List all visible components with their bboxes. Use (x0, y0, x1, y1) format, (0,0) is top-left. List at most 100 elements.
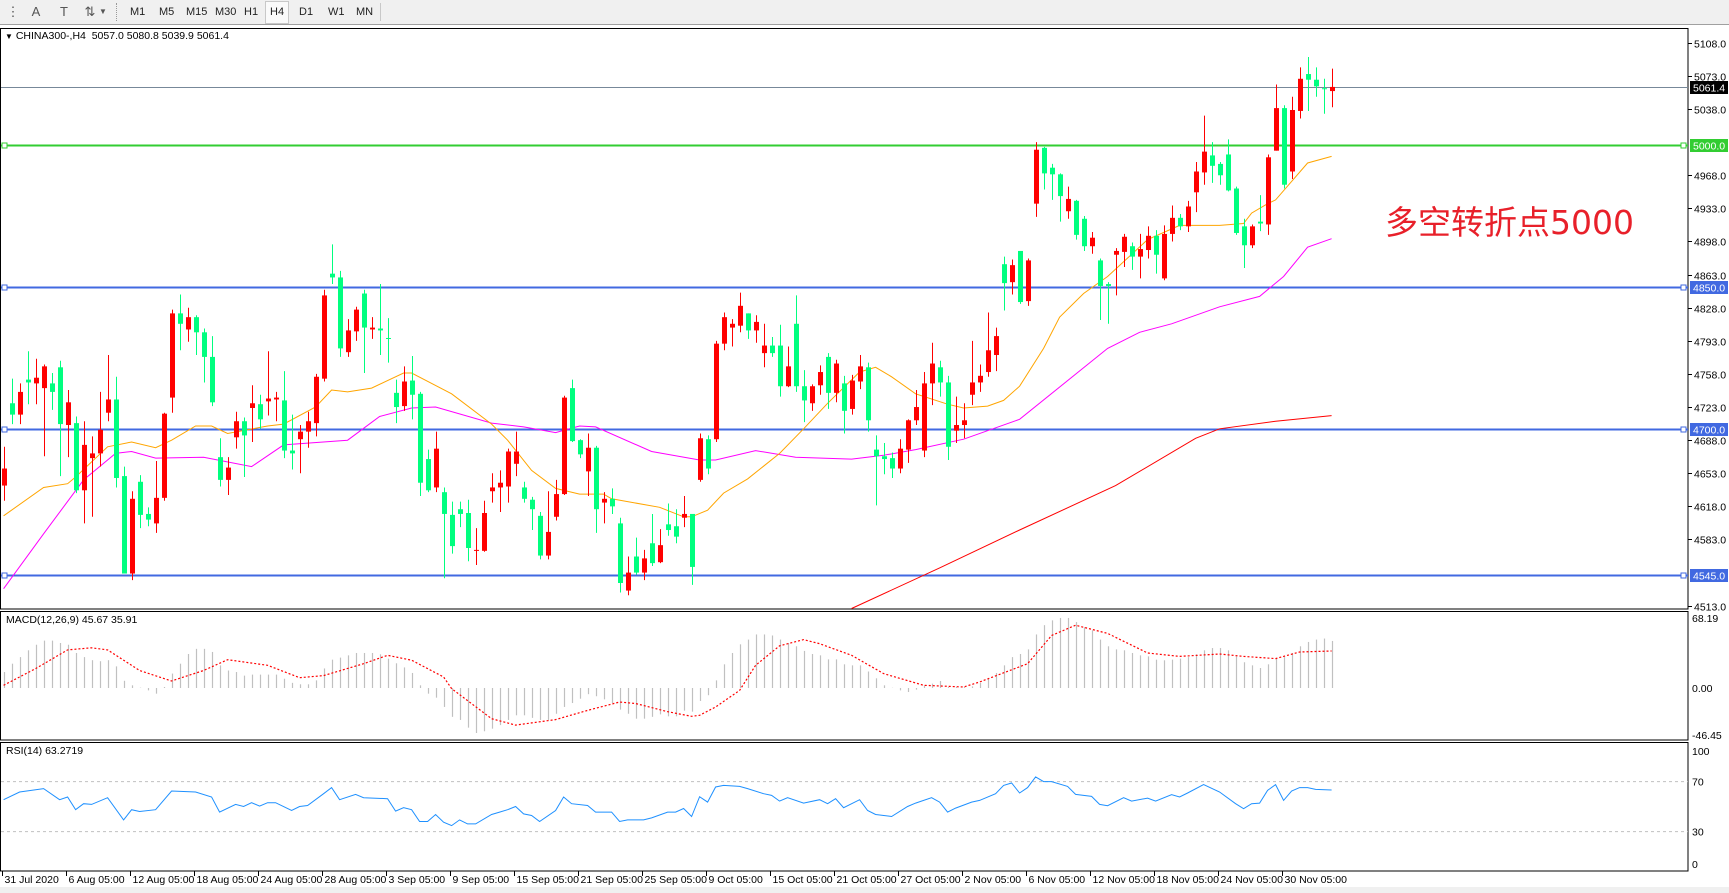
candle-bearish (1074, 200, 1079, 235)
candle-bullish (1250, 226, 1255, 246)
timeframe-h4[interactable]: H4 (265, 1, 290, 24)
candle-bullish (498, 482, 503, 488)
candle-bearish (58, 367, 63, 425)
candle-bullish (306, 421, 311, 432)
candle-bullish (2, 468, 7, 486)
candle-bullish (514, 451, 519, 464)
price-tick-label: 4583.0 (1694, 535, 1726, 547)
time-label: 24 Nov 05:00 (1221, 874, 1284, 886)
time-label: 18 Nov 05:00 (1157, 874, 1220, 886)
rsi-axis-label: 100 (1692, 746, 1710, 758)
candle-bullish (698, 438, 703, 480)
text-label-icon[interactable]: A (31, 4, 41, 19)
candle-bullish (682, 513, 687, 518)
candle-bearish (378, 328, 383, 331)
candle-bullish (106, 399, 111, 413)
chevron-down-icon[interactable]: ▼ (99, 7, 107, 16)
candle-bullish (274, 397, 279, 400)
price-tick-label: 4618.0 (1694, 502, 1726, 514)
time-label: 31 Jul 2020 (5, 874, 59, 886)
candle-bearish (522, 487, 527, 499)
candle-bullish (818, 372, 823, 386)
candle-bearish (138, 481, 143, 515)
candle-bullish (226, 467, 231, 480)
candle-bearish (1002, 264, 1007, 284)
candle-bearish (218, 457, 223, 480)
candle-bullish (554, 494, 559, 517)
arrows-icon[interactable]: ⇅ (84, 4, 96, 19)
candle-bearish (1050, 167, 1055, 175)
candle-bullish (1162, 233, 1167, 279)
time-label: 15 Oct 05:00 (773, 874, 833, 886)
time-label: 18 Aug 05:00 (197, 874, 259, 886)
timeframe-m30[interactable]: M30 (215, 6, 237, 18)
price-tick-label: 4933.0 (1694, 204, 1726, 216)
time-label: 27 Oct 05:00 (901, 874, 961, 886)
candle-bullish (722, 317, 727, 344)
line-handle-right (1680, 572, 1687, 579)
macd-axis-label: 68.19 (1692, 613, 1718, 625)
candle-bullish (346, 330, 351, 353)
candle-bearish (26, 379, 31, 383)
main-pane[interactable] (0, 28, 1689, 610)
time-label: 3 Sep 05:00 (389, 874, 446, 886)
timeframe-h1[interactable]: H1 (244, 6, 259, 18)
macd-signal-line (3, 624, 1332, 726)
candle-bearish (634, 556, 639, 573)
candle-bullish (986, 350, 991, 373)
candle-bullish (714, 343, 719, 440)
candle-bearish (194, 317, 199, 333)
price-tick-label: 4758.0 (1694, 370, 1726, 382)
timeframe-m1[interactable]: M1 (130, 6, 146, 18)
candle-bearish (394, 392, 399, 408)
window-bottom-edge (0, 887, 1729, 893)
price-label-4700.0: 4700.0 (1693, 425, 1725, 437)
candle-bearish (10, 403, 15, 415)
candle-bullish (506, 451, 511, 487)
price-tick-label: 4723.0 (1694, 403, 1726, 415)
rsi-pane[interactable] (0, 742, 1689, 872)
time-label: 2 Nov 05:00 (965, 874, 1022, 886)
period-separators-icon[interactable]: ⋮ (6, 4, 20, 19)
candle-bearish (330, 273, 335, 278)
candle-bullish (354, 309, 359, 332)
time-label: 9 Sep 05:00 (453, 874, 510, 886)
candle-bullish (90, 453, 95, 459)
candle-bullish (602, 498, 607, 503)
timeframe-w1[interactable]: W1 (328, 6, 345, 18)
candle-bullish (858, 366, 863, 382)
price-tick-label: 5038.0 (1694, 105, 1726, 117)
candle-bullish (754, 321, 759, 331)
candle-bullish (1114, 250, 1119, 255)
chart-annotation-text[interactable]: 多空转折点5000 (1385, 203, 1634, 242)
candle-bearish (1322, 88, 1327, 90)
text-box-icon[interactable]: T (60, 4, 68, 19)
candle-bullish (1274, 108, 1279, 151)
price-label-box (1690, 139, 1728, 152)
chart-title: ▼ CHINA300-,H4 5057.0 5080.8 5039.9 5061… (5, 30, 229, 42)
price-tick-label: 4653.0 (1694, 469, 1726, 481)
candle-bullish (434, 448, 439, 488)
line-handle-left (1, 284, 8, 291)
price-tick-label: 4968.0 (1694, 171, 1726, 183)
price-label-box (1690, 423, 1728, 436)
candle-bearish (458, 509, 463, 514)
chart-menu-triangle-icon[interactable]: ▼ (5, 32, 13, 41)
candle-bullish (642, 558, 647, 573)
candle-bullish (1090, 237, 1095, 247)
price-tick-label: 4688.0 (1694, 436, 1726, 448)
candle-bullish (1034, 149, 1039, 204)
timeframe-m15[interactable]: M15 (186, 6, 208, 18)
time-label: 9 Oct 05:00 (709, 874, 763, 886)
candle-bullish (970, 382, 975, 395)
timeframe-d1[interactable]: D1 (299, 6, 314, 18)
candle-bearish (1306, 74, 1311, 80)
time-label: 21 Sep 05:00 (581, 874, 644, 886)
timeframe-m5[interactable]: M5 (159, 6, 175, 18)
candle-bearish (770, 345, 775, 354)
candle-bearish (578, 440, 583, 455)
candle-bearish (1234, 188, 1239, 233)
candle-bullish (266, 398, 271, 402)
timeframe-mn[interactable]: MN (356, 6, 374, 18)
